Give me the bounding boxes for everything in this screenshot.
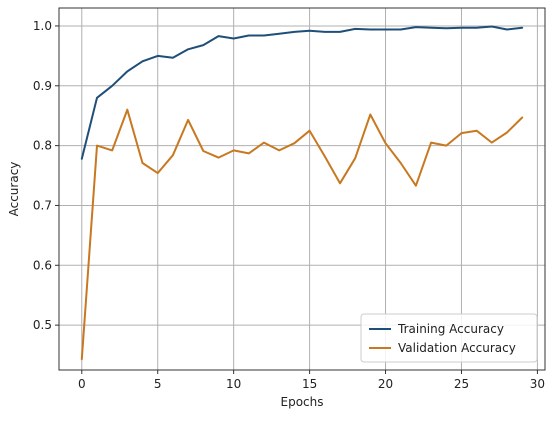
legend-entry-label: Training Accuracy — [397, 322, 504, 336]
x-axis-label: Epochs — [281, 395, 324, 409]
legend-box — [360, 313, 538, 363]
y-tick-label: 1.0 — [33, 19, 52, 33]
plot-area — [58, 7, 546, 371]
x-tick-label: 20 — [378, 377, 393, 391]
y-axis-label: Accuracy — [7, 162, 21, 217]
y-tick-label: 0.9 — [33, 79, 52, 93]
grid — [59, 8, 545, 370]
validation-accuracy-line — [80, 108, 524, 361]
legend-entry-label: Validation Accuracy — [398, 341, 516, 355]
x-tick-label: 30 — [530, 377, 545, 391]
y-tick-label: 0.8 — [33, 139, 52, 153]
training-accuracy-line — [80, 25, 524, 160]
y-tick-label: 0.7 — [33, 198, 52, 212]
x-tick-label: 15 — [302, 377, 317, 391]
x-tick-label: 10 — [226, 377, 241, 391]
x-tick-label: 0 — [78, 377, 86, 391]
series-group — [80, 25, 524, 361]
y-tick-label: 0.6 — [33, 258, 52, 272]
x-tick-label: 5 — [154, 377, 162, 391]
ticks: 0 5 10 15 20 25 30 0.5 0.6 0.7 0.8 0.9 1.0 — [33, 19, 545, 391]
legend: Training Accuracy Validation Accuracy — [360, 313, 538, 363]
x-tick-label: 25 — [454, 377, 469, 391]
y-tick-label: 0.5 — [33, 318, 52, 332]
